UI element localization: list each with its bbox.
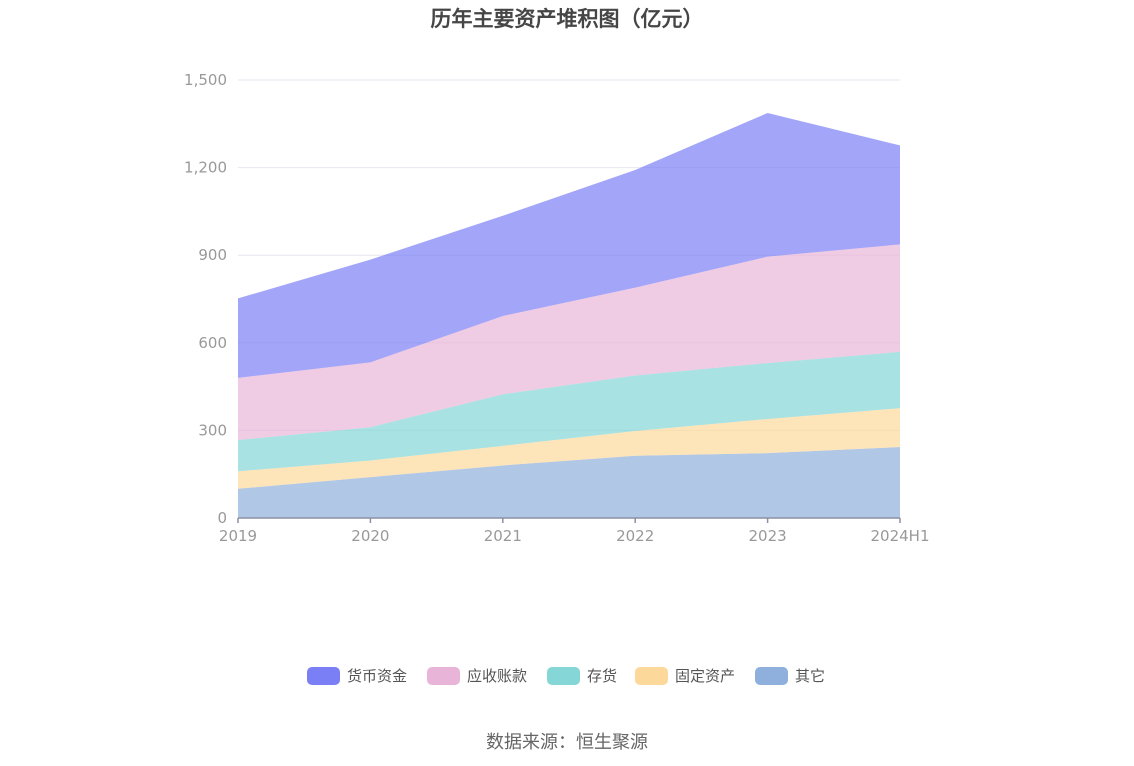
x-tick-label: 2023 xyxy=(749,527,787,545)
area-series xyxy=(238,113,900,518)
source-note: 数据来源：恒生聚源 xyxy=(486,732,648,753)
legend-swatch xyxy=(307,667,340,685)
legend-label: 其它 xyxy=(795,667,825,685)
legend: 货币资金 应收账款 存货 固定资产 其它 xyxy=(307,667,825,685)
legend-swatch xyxy=(755,667,788,685)
area-0 xyxy=(238,447,900,518)
legend-swatch xyxy=(427,667,460,685)
legend-item[interactable]: 货币资金 xyxy=(307,667,407,685)
x-tick-label: 2022 xyxy=(616,527,654,545)
x-tick-label: 2020 xyxy=(351,527,389,545)
y-tick-label: 1,200 xyxy=(184,159,227,177)
area-2 xyxy=(238,351,900,472)
axes: 0 300 600 900 1,200 1,500 2019 2020 2021 2022 2023… xyxy=(184,71,929,545)
y-tick-label: 0 xyxy=(217,509,227,527)
legend-item[interactable]: 固定资产 xyxy=(635,667,735,685)
legend-swatch xyxy=(635,667,668,685)
y-tick-label: 300 xyxy=(198,421,227,439)
legend-label: 应收账款 xyxy=(467,667,527,685)
legend-item[interactable]: 存货 xyxy=(547,667,617,685)
legend-label: 存货 xyxy=(587,667,617,685)
legend-label: 货币资金 xyxy=(347,667,407,685)
y-tick-label: 1,500 xyxy=(184,71,227,89)
area-1 xyxy=(238,408,900,489)
y-tick-label: 600 xyxy=(198,334,227,352)
y-tick-label: 900 xyxy=(198,246,227,264)
area-4 xyxy=(238,113,900,378)
x-tick-label: 2021 xyxy=(484,527,522,545)
area-3 xyxy=(238,244,900,441)
legend-item[interactable]: 应收账款 xyxy=(427,667,527,685)
x-tick-label: 2024H1 xyxy=(871,527,930,545)
legend-label: 固定资产 xyxy=(675,667,735,685)
legend-item[interactable]: 其它 xyxy=(755,667,825,685)
x-tick-label: 2019 xyxy=(219,527,257,545)
chart-title: 历年主要资产堆积图（亿元） xyxy=(431,7,704,31)
legend-swatch xyxy=(547,667,580,685)
